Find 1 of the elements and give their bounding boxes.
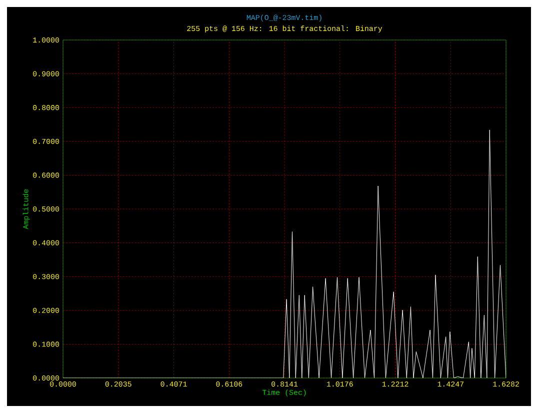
line-series (63, 130, 506, 378)
